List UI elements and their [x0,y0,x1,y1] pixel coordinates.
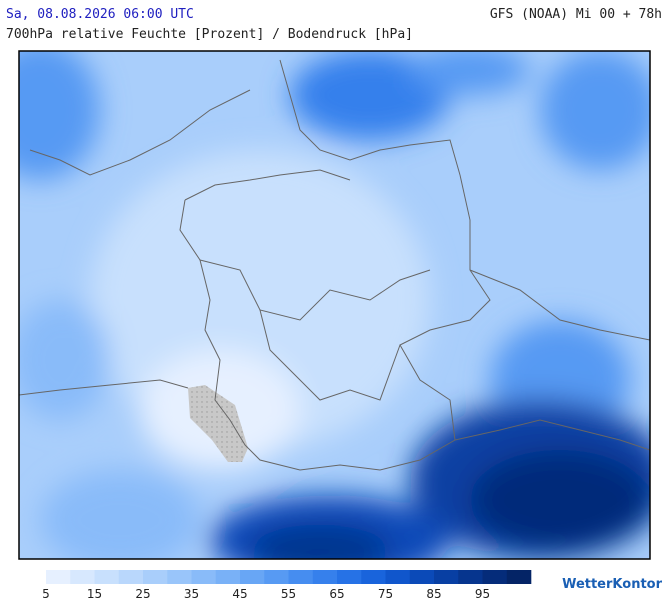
legend-swatch [361,570,386,584]
legend-swatch [167,570,192,584]
legend-tick-label: 85 [426,587,441,600]
map [19,51,650,559]
brand: WetterKontor [562,577,663,592]
borders [19,59,650,471]
legend-tick-label: 55 [281,587,296,600]
legend-swatch [240,570,265,584]
legend-swatch [46,570,71,584]
legend-swatch [215,570,241,584]
legend-swatch [482,570,508,584]
legend-swatch [506,570,532,584]
model-run: GFS (NOAA) Mi 00 + 78h [490,7,662,22]
legend-swatch [70,570,95,584]
legend-tick-label: 75 [378,587,393,600]
map-frame [18,50,651,560]
legend-swatch [191,570,217,584]
legend-swatch [385,570,411,584]
legend-tick-label: 25 [135,587,150,600]
legend-tick-label: 5 [42,587,50,600]
legend-swatch [288,570,314,584]
legend-swatch [337,570,362,584]
legend-swatch [434,570,459,584]
datetime: Sa, 08.08.2026 06:00 UTC [6,7,194,22]
legend-swatch [118,570,144,584]
legend-tick-label: 15 [87,587,102,600]
legend-swatch [409,570,435,584]
legend-swatch [94,570,120,584]
legend-tick-label: 95 [475,587,490,600]
legend-tick-label: 35 [184,587,199,600]
legend-swatch [458,570,483,584]
legend-tick-label: 45 [232,587,247,600]
legend-swatch [143,570,168,584]
legend-tick-label: 65 [329,587,344,600]
subtitle: 700hPa relative Feuchte [Prozent] / Bode… [6,27,413,42]
legend-swatch [312,570,338,584]
legend-swatch [264,570,289,584]
colorbar: 5 15 25 35 45 55 65 75 85 95 [42,570,532,601]
